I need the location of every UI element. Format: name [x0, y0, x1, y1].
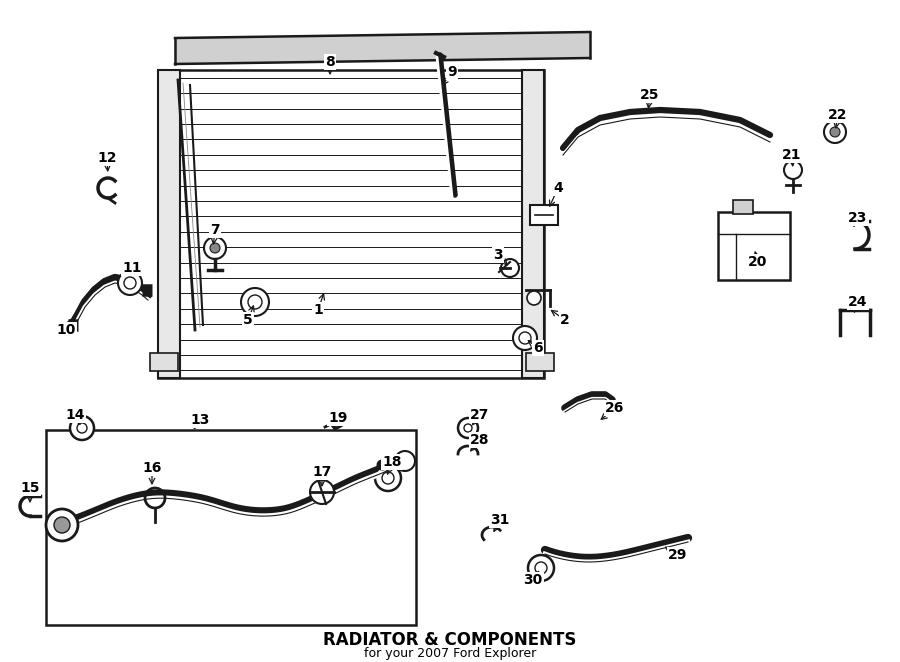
- Circle shape: [70, 416, 94, 440]
- Text: 18: 18: [382, 455, 401, 469]
- Text: 27: 27: [471, 408, 490, 422]
- Circle shape: [513, 326, 537, 350]
- Circle shape: [118, 271, 142, 295]
- Circle shape: [501, 259, 519, 277]
- Text: 29: 29: [669, 548, 688, 562]
- Text: 17: 17: [312, 465, 332, 479]
- Circle shape: [310, 480, 334, 504]
- Text: RADIATOR & COMPONENTS: RADIATOR & COMPONENTS: [323, 631, 577, 649]
- Circle shape: [210, 243, 220, 253]
- Text: 25: 25: [640, 88, 660, 102]
- Text: 28: 28: [470, 433, 490, 447]
- Circle shape: [375, 465, 401, 491]
- Bar: [526, 353, 554, 371]
- Bar: [150, 353, 178, 371]
- Text: 4: 4: [554, 181, 562, 195]
- Circle shape: [784, 161, 802, 179]
- Text: 20: 20: [748, 255, 768, 269]
- Text: 15: 15: [20, 481, 40, 495]
- Text: 5: 5: [243, 313, 253, 327]
- Text: 21: 21: [782, 148, 802, 162]
- Bar: [158, 70, 544, 378]
- Bar: [46, 430, 416, 625]
- Circle shape: [204, 237, 226, 259]
- Circle shape: [527, 291, 541, 305]
- Text: 1: 1: [313, 303, 323, 317]
- Text: 24: 24: [848, 295, 868, 309]
- Circle shape: [54, 517, 70, 533]
- Text: 8: 8: [325, 55, 335, 69]
- Bar: [522, 70, 544, 378]
- Bar: [530, 205, 558, 225]
- Text: 9: 9: [447, 65, 457, 79]
- Text: 11: 11: [122, 261, 142, 275]
- Text: 3: 3: [493, 248, 503, 262]
- Bar: [733, 200, 753, 214]
- Polygon shape: [175, 32, 590, 64]
- Bar: [718, 212, 790, 280]
- Text: 22: 22: [828, 108, 848, 122]
- Circle shape: [395, 451, 415, 471]
- Circle shape: [241, 288, 269, 316]
- Text: 26: 26: [606, 401, 625, 415]
- Text: 16: 16: [142, 461, 162, 475]
- Circle shape: [458, 418, 478, 438]
- Text: 31: 31: [491, 513, 509, 527]
- Text: 7: 7: [211, 223, 220, 237]
- Text: for your 2007 Ford Explorer: for your 2007 Ford Explorer: [364, 647, 536, 661]
- Text: 23: 23: [849, 211, 868, 225]
- Text: 30: 30: [524, 573, 543, 587]
- Text: 14: 14: [65, 408, 85, 422]
- Text: 12: 12: [97, 151, 117, 165]
- Circle shape: [830, 127, 840, 137]
- Circle shape: [824, 121, 846, 143]
- Bar: [158, 70, 180, 378]
- Text: 13: 13: [190, 413, 210, 427]
- Text: 19: 19: [328, 411, 347, 425]
- Circle shape: [528, 555, 554, 581]
- Circle shape: [46, 509, 78, 541]
- Text: 10: 10: [57, 323, 76, 337]
- Text: 6: 6: [533, 341, 543, 355]
- Text: 2: 2: [560, 313, 570, 327]
